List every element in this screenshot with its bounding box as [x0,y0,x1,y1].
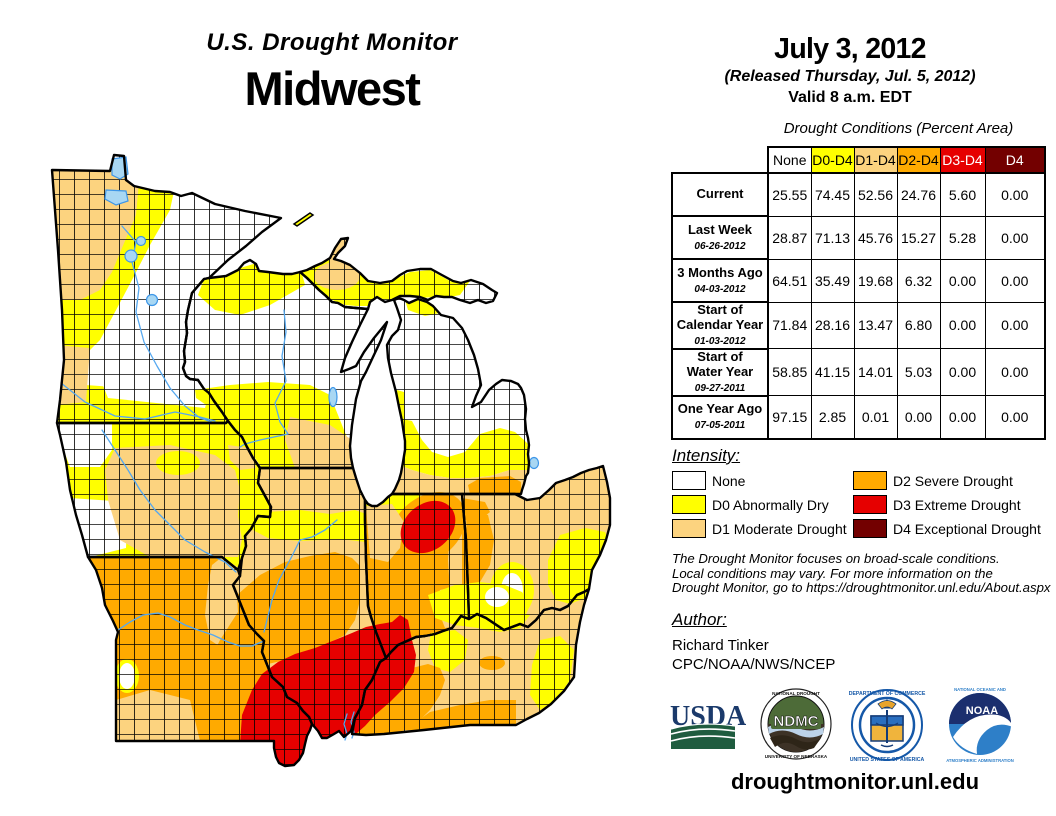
svg-text:NDMC: NDMC [774,713,819,730]
svg-text:DEPARTMENT OF COMMERCE: DEPARTMENT OF COMMERCE [849,691,926,697]
svg-text:NATIONAL DROUGHT: NATIONAL DROUGHT [772,691,820,696]
svg-text:UNIVERSITY OF NEBRASKA: UNIVERSITY OF NEBRASKA [765,754,828,759]
svg-text:NOAA: NOAA [966,705,998,717]
svg-text:ATMOSPHERIC ADMINISTRATION: ATMOSPHERIC ADMINISTRATION [946,758,1014,763]
svg-text:UNITED STATES OF AMERICA: UNITED STATES OF AMERICA [850,757,925,763]
svg-text:NATIONAL OCEANIC AND: NATIONAL OCEANIC AND [954,687,1006,692]
